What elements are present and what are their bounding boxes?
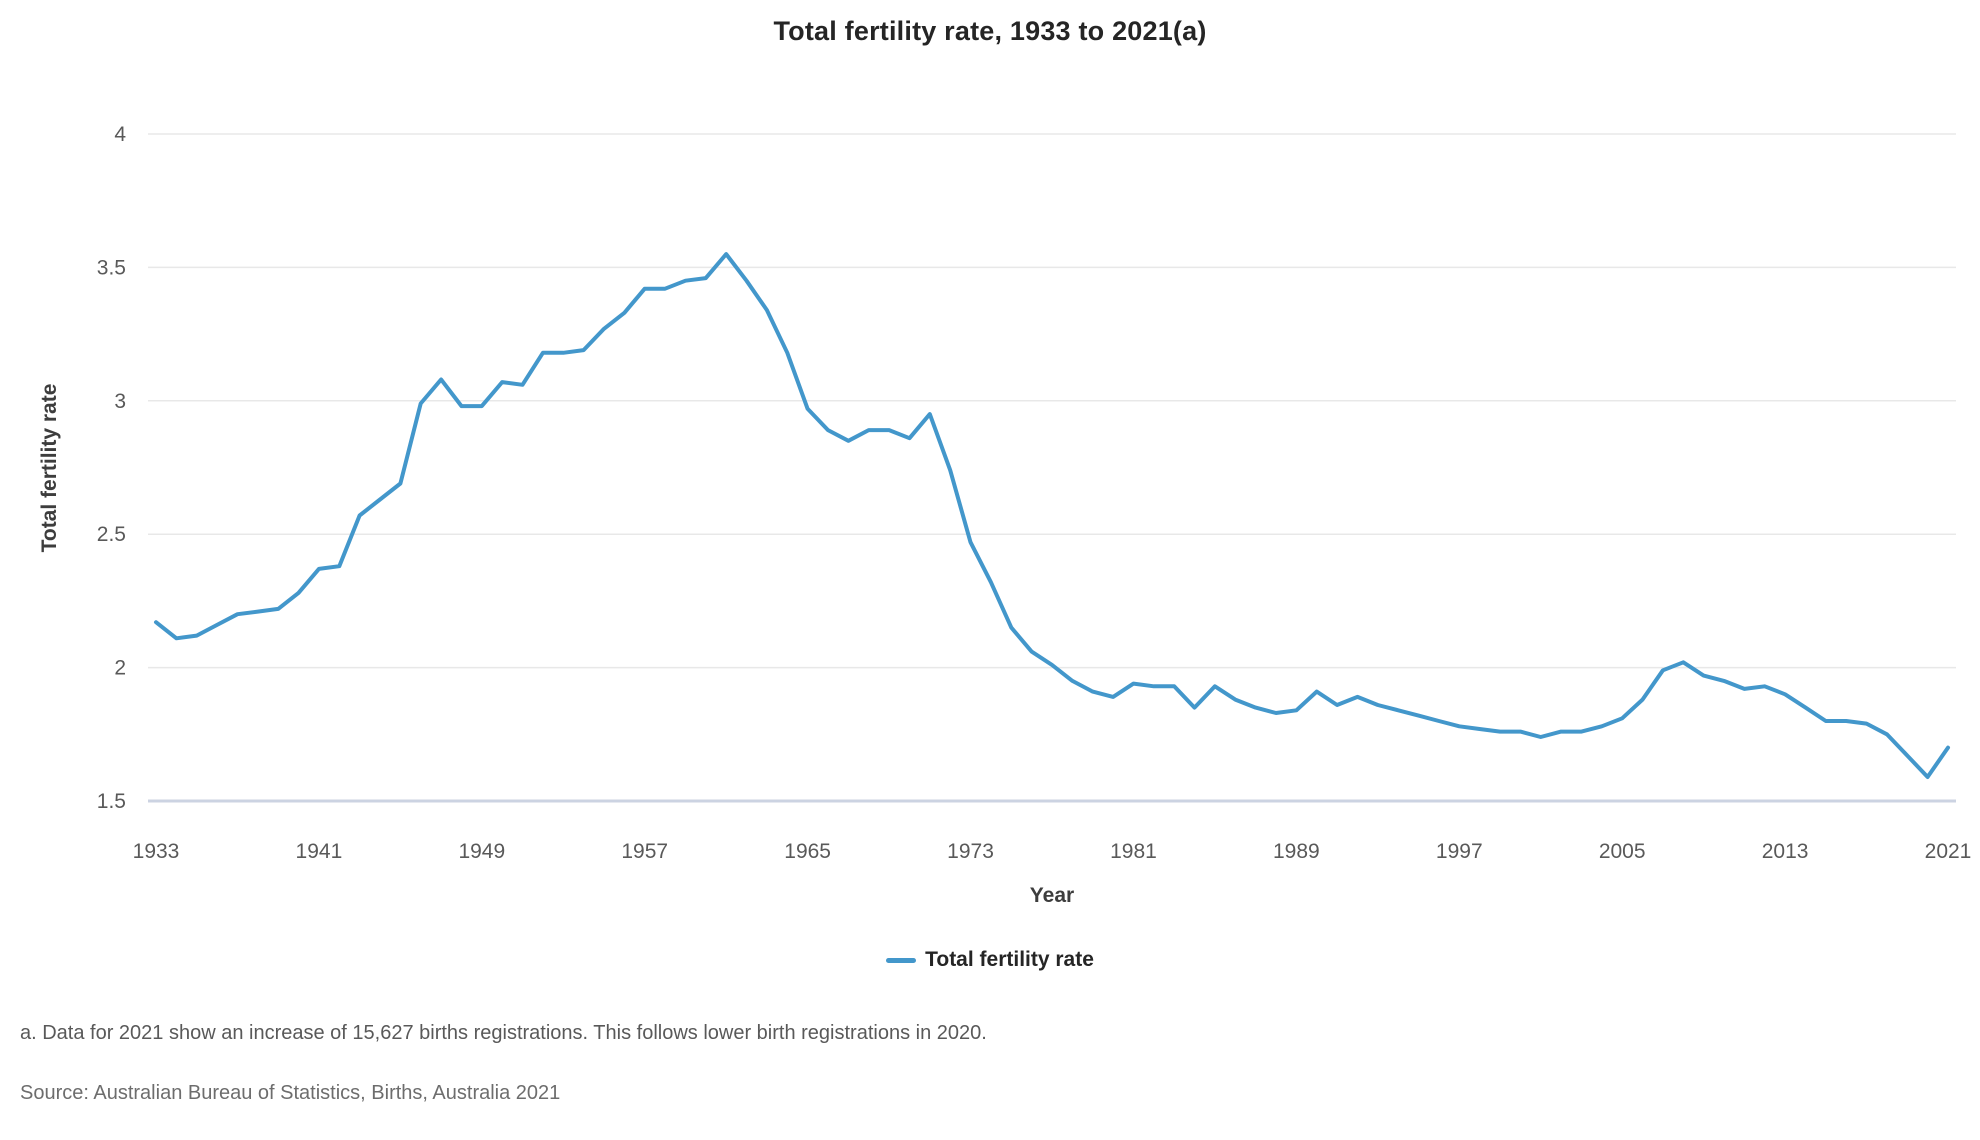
- x-tick-label: 1989: [1273, 840, 1320, 863]
- x-tick-label: 1957: [621, 840, 668, 863]
- y-axis-title: Total fertility rate: [38, 383, 61, 553]
- y-tick-label: 3.5: [97, 256, 126, 279]
- fertility-rate-line[interactable]: [154, 252, 1950, 779]
- x-tick-label: 1941: [296, 840, 343, 863]
- y-tick-label: 3: [114, 390, 126, 413]
- y-tick-label: 2: [114, 657, 126, 680]
- legend-line-swatch: [886, 957, 917, 963]
- x-axis-title: Year: [1029, 884, 1075, 907]
- footnote: a. Data for 2021 show an increase of 15,…: [20, 1022, 987, 1044]
- x-tick-label: 2005: [1599, 840, 1646, 863]
- x-tick-label: 2021: [1925, 840, 1972, 863]
- y-tick-label: 4: [114, 123, 126, 146]
- x-tick-label: 1973: [947, 840, 994, 863]
- source-note: Source: Australian Bureau of Statistics,…: [20, 1082, 561, 1104]
- legend-label: Total fertility rate: [925, 948, 1094, 971]
- x-tick-label: 2013: [1762, 840, 1809, 863]
- y-tick-label: 1.5: [97, 790, 126, 813]
- y-tick-label: 2.5: [97, 523, 126, 546]
- legend-item-total-fertility-rate[interactable]: Total fertility rate: [886, 948, 1094, 972]
- legend: Total fertility rate: [0, 948, 1980, 972]
- x-tick-label: 1933: [133, 840, 180, 863]
- x-tick-label: 1997: [1436, 840, 1483, 863]
- x-tick-label: 1949: [458, 840, 505, 863]
- x-tick-label: 1981: [1110, 840, 1157, 863]
- x-tick-label: 1965: [784, 840, 831, 863]
- chart-title: Total fertility rate, 1933 to 2021(a): [773, 16, 1207, 46]
